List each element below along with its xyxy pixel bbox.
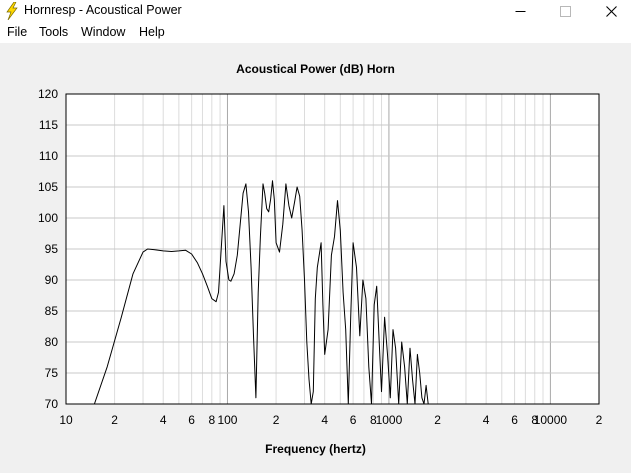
menu-help[interactable]: Help: [139, 25, 165, 39]
x-axis-label: Frequency (hertz): [265, 442, 366, 456]
x-tick-label: 10: [59, 413, 73, 427]
x-tick-label: 2: [596, 413, 603, 427]
menu-window[interactable]: Window: [81, 25, 126, 39]
y-tick-label: 115: [39, 118, 58, 132]
x-tick-label: 1000: [376, 413, 403, 427]
close-icon: [605, 5, 617, 17]
x-tick-label: 8: [208, 413, 215, 427]
menu-bar: File Tools Window Help: [0, 22, 631, 43]
menu-tools[interactable]: Tools: [39, 25, 69, 39]
minimize-icon: [515, 10, 525, 12]
y-tick-label: 90: [45, 273, 59, 287]
maximize-button[interactable]: [542, 0, 588, 22]
close-button[interactable]: [588, 0, 631, 22]
lightning-bolt-icon: [6, 2, 18, 20]
series-line: [93, 180, 599, 404]
maximize-icon: [559, 5, 571, 17]
x-tick-label: 4: [160, 413, 167, 427]
x-tick-label: 6: [350, 413, 357, 427]
plot-frame: [65, 93, 600, 405]
y-tick-label: 75: [45, 366, 59, 380]
y-tick-label: 100: [38, 211, 58, 225]
x-tick-label: 4: [321, 413, 328, 427]
window-title: Hornresp - Acoustical Power: [24, 3, 182, 17]
chart-title: Acoustical Power (dB) Horn: [236, 62, 395, 76]
y-tick-label: 70: [45, 397, 59, 411]
y-tick-label: 85: [45, 304, 59, 318]
title-bar: Hornresp - Acoustical Power: [0, 0, 631, 22]
y-tick-label: 110: [39, 149, 58, 163]
y-tick-label: 105: [38, 180, 58, 194]
x-tick-label: 10000: [534, 413, 568, 427]
menu-file[interactable]: File: [7, 25, 28, 39]
x-tick-label: 2: [273, 413, 280, 427]
x-tick-label: 6: [511, 413, 518, 427]
minimize-button[interactable]: [497, 0, 543, 22]
x-tick-label: 2: [434, 413, 441, 427]
x-tick-label: 8: [531, 413, 538, 427]
x-tick-label: 4: [483, 413, 490, 427]
x-tick-label: 8: [370, 413, 377, 427]
x-tick-label: 100: [217, 413, 237, 427]
y-tick-label: 120: [38, 87, 58, 101]
x-tick-label: 2: [111, 413, 118, 427]
y-tick-label: 95: [45, 242, 59, 256]
y-tick-label: 80: [45, 335, 59, 349]
x-tick-label: 6: [188, 413, 195, 427]
